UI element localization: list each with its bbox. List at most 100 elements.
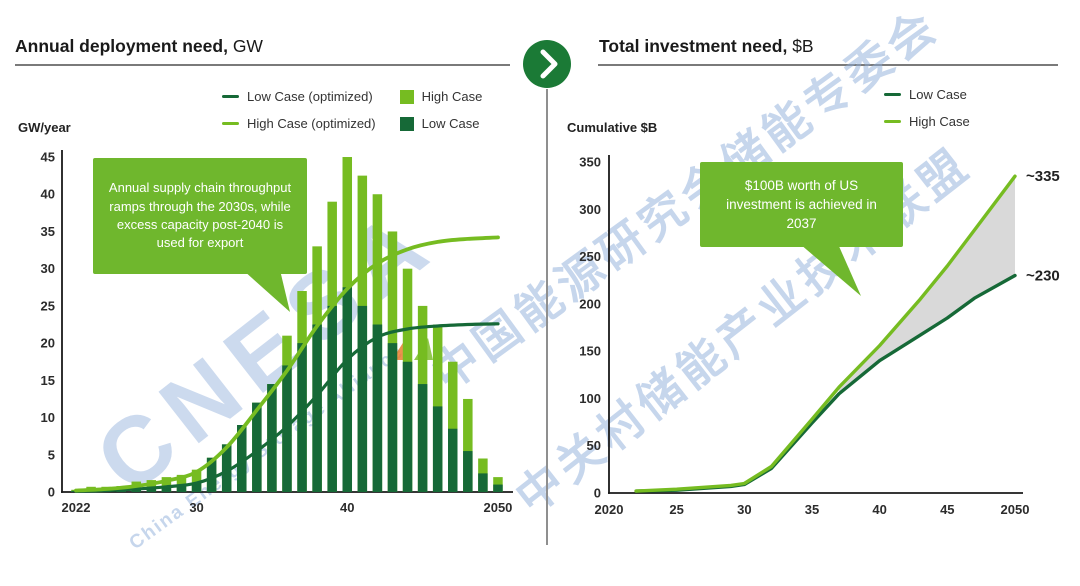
- right-legend: Low Case High Case: [884, 81, 970, 135]
- right-callout: $100B worth of US investment is achieved…: [700, 162, 903, 247]
- bar-low-2046: [432, 406, 443, 492]
- bar-low-2031: [206, 457, 217, 492]
- legend-item-high-case: High Case: [399, 83, 483, 110]
- bar-low-2034: [252, 402, 262, 492]
- left-y-tick: 40: [41, 187, 55, 202]
- right-y-tick: 0: [594, 486, 601, 501]
- right-x-tick: 40: [872, 502, 886, 517]
- end-label-high-case: ~335: [1026, 168, 1060, 185]
- end-label-low-case: ~230: [1026, 267, 1060, 284]
- legend-label: High Case: [909, 114, 970, 129]
- left-chart-title: Annual deployment need, GW: [15, 36, 263, 57]
- left-title-rule: [15, 64, 510, 66]
- case-range-band: [839, 176, 1015, 394]
- right-callout-text: $100B worth of US investment is achieved…: [726, 177, 877, 232]
- bar-low-2038: [312, 324, 322, 492]
- bar-low-2044: [402, 361, 413, 492]
- legend-label: High Case (optimized): [247, 116, 376, 131]
- right-y-tick: 50: [587, 438, 601, 453]
- left-chart-title-unit: GW: [227, 36, 263, 56]
- legend-item-low-case-optimized: Low Case (optimized): [222, 83, 376, 110]
- bar-low-2029: [176, 484, 187, 492]
- left-y-tick: 25: [41, 298, 55, 313]
- left-legend: Low Case (optimized) High Case (optimize…: [222, 83, 482, 137]
- legend-label: High Case: [421, 89, 483, 104]
- right-x-tick: 30: [737, 502, 751, 517]
- left-y-tick: 5: [48, 447, 55, 462]
- legend-item-high-case: High Case: [884, 108, 970, 135]
- bar-high-2029: [176, 474, 187, 492]
- right-y-tick: 300: [579, 202, 601, 217]
- bar-low-2042: [372, 324, 383, 492]
- legend-label: Low Case (optimized): [247, 89, 373, 104]
- bar-low-2036: [282, 365, 292, 492]
- right-y-tick: 100: [579, 391, 601, 406]
- right-chart-title-text: Total investment need,: [599, 36, 788, 56]
- bar-low-2033: [237, 425, 247, 492]
- bar-low-2045: [417, 384, 428, 492]
- left-y-tick: 15: [41, 373, 55, 388]
- left-legend-line-column: Low Case (optimized) High Case (optimize…: [222, 83, 376, 137]
- bar-low-2030: [191, 483, 202, 492]
- bar-low-2040: [342, 287, 353, 492]
- left-y-tick: 45: [41, 150, 55, 165]
- left-x-tick: 2022: [62, 500, 91, 515]
- legend-label: Low Case: [421, 116, 480, 131]
- left-callout-text: Annual supply chain throughput ramps thr…: [108, 180, 292, 251]
- left-y-tick: 10: [41, 410, 55, 425]
- bar-low-2048: [463, 451, 473, 492]
- left-x-tick: 30: [189, 500, 203, 515]
- left-chart-title-text: Annual deployment need,: [15, 36, 228, 56]
- legend-item-low-case: Low Case: [399, 110, 483, 137]
- bar-low-2043: [387, 343, 398, 492]
- left-x-tick: 2050: [483, 500, 512, 515]
- right-x-tick: 25: [669, 502, 683, 517]
- right-y-tick: 150: [579, 344, 601, 359]
- legend-item-high-case-optimized: High Case (optimized): [222, 110, 376, 137]
- bar-low-2037: [297, 343, 307, 492]
- right-y-tick: 200: [579, 296, 601, 311]
- left-callout: Annual supply chain throughput ramps thr…: [93, 158, 307, 274]
- legend-label: Low Case: [909, 87, 967, 102]
- bar-low-2041: [357, 305, 368, 492]
- line-high-case: [634, 174, 1017, 493]
- right-y-axis-unit-label: Cumulative $B: [567, 120, 658, 135]
- left-y-tick: 30: [41, 261, 55, 276]
- annual-deployment-chart: 0 5 10 15 20 25 30 35 40 45 2022 30 40 2050: [41, 150, 513, 515]
- left-y-tick: 0: [48, 485, 55, 500]
- bar-low-2027: [146, 487, 157, 492]
- bar-high-2047: [448, 361, 458, 492]
- panel-divider: [546, 89, 548, 545]
- left-y-tick: 35: [41, 224, 55, 239]
- left-y-tick: 20: [41, 336, 55, 351]
- left-y-axis-unit-label: GW/year: [18, 120, 71, 135]
- bar-high-2028: [161, 477, 172, 492]
- bar-high-2048: [463, 398, 473, 492]
- bar-high-2030: [191, 469, 202, 492]
- right-x-tick: 35: [805, 502, 819, 517]
- right-title-rule: [598, 64, 1058, 66]
- right-y-tick: 350: [579, 155, 601, 170]
- right-x-tick: 2020: [595, 502, 624, 517]
- left-legend-square-column: High Case Low Case: [399, 83, 483, 137]
- bar-high-2027: [146, 480, 157, 492]
- bar-low-2028: [161, 486, 172, 492]
- legend-item-low-case: Low Case: [884, 81, 970, 108]
- right-y-tick: 250: [579, 249, 601, 264]
- bar-low-2049: [478, 473, 488, 492]
- right-chart-title-unit: $B: [787, 36, 814, 56]
- bar-low-2050: [493, 484, 503, 492]
- total-investment-chart: 0 50 100 150 200 250 300 350 2020 25 30 35 40 45 2050 ~…: [579, 155, 1060, 517]
- bar-low-2047: [448, 428, 458, 492]
- high-case-optimized-line-swatch: [222, 121, 239, 126]
- high-case-square-swatch: [399, 89, 414, 104]
- low-case-square-swatch: [399, 116, 414, 131]
- curve-high-case-optimized-: [74, 235, 500, 493]
- curve-low-case-optimized-: [74, 322, 500, 493]
- right-x-tick: 2050: [1001, 502, 1030, 517]
- low-case-line-swatch: [884, 92, 901, 97]
- bar-low-2032: [221, 444, 232, 492]
- chevron-right-icon: [523, 40, 571, 88]
- high-case-line-swatch: [884, 119, 901, 124]
